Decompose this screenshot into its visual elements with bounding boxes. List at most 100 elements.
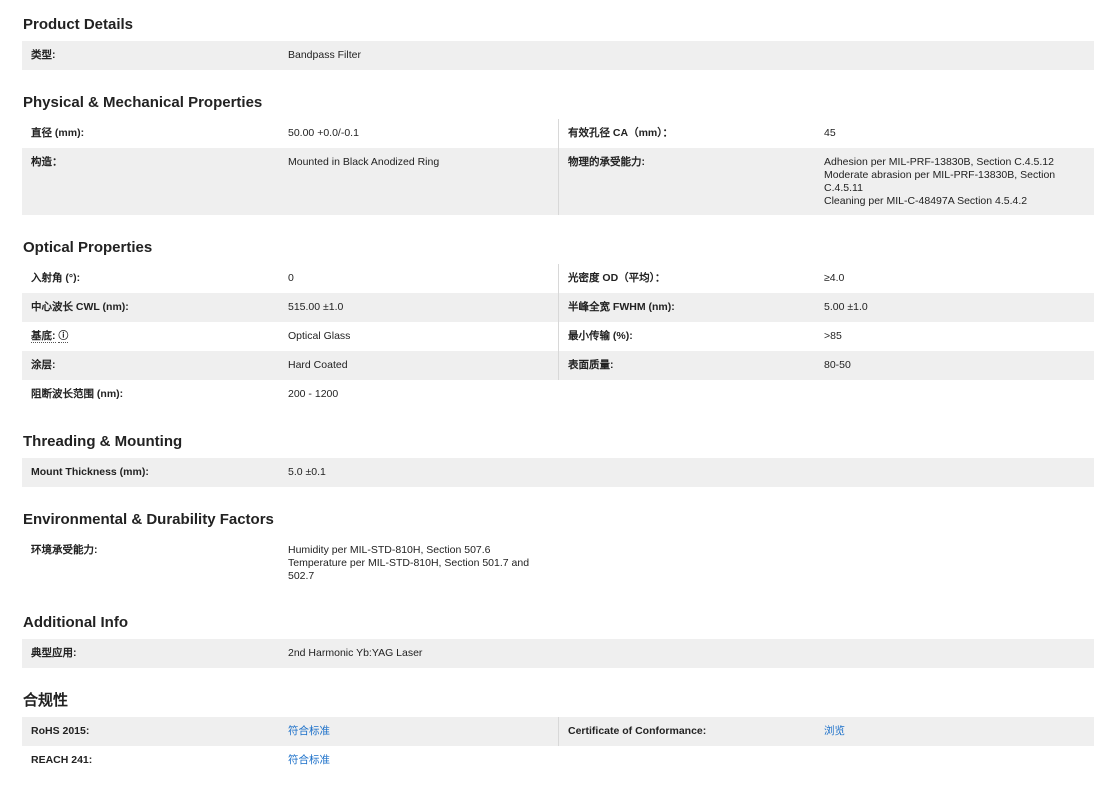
spec-label: 阻断波长范围 (nm): <box>22 388 288 402</box>
spec-label-text: RoHS 2015: <box>31 725 90 737</box>
spec-cell-right: 表面质量: 80-50 <box>558 351 1094 380</box>
spec-value: Hard Coated <box>288 359 550 373</box>
table-row: REACH 241: 符合标准 <box>22 746 1094 775</box>
spec-value: Optical Glass <box>288 330 550 344</box>
spec-label-text: 典型应用: <box>31 647 77 659</box>
spec-cell-left: 阻断波长范围 (nm): 200 - 1200 <box>22 380 558 409</box>
spec-value-line: Temperature per MIL-STD-810H, Section 50… <box>288 557 530 582</box>
spec-label: 有效孔径 CA（mm）： <box>559 127 824 141</box>
section-title: Threading & Mounting <box>23 433 183 450</box>
section-title: Product Details <box>23 16 134 33</box>
spec-value-line: ≥4.0 <box>824 272 845 284</box>
spec-cell-right: 光密度 OD（平均）： ≥4.0 <box>558 264 1094 293</box>
spec-value: 45 <box>824 127 1086 141</box>
spec-label-text: Mount Thickness (mm): <box>31 466 149 478</box>
spec-label-text: 阻断波长范围 (nm): <box>31 388 124 400</box>
spec-label: 光密度 OD（平均）： <box>559 272 824 286</box>
spec-link[interactable]: 浏览 <box>824 725 845 737</box>
spec-value: 浏览 <box>824 725 1086 739</box>
spec-label: 构造： <box>22 156 288 208</box>
spec-label-text: 入射角 (°): <box>31 272 81 284</box>
spec-label-text[interactable]: 基底: <box>31 330 56 343</box>
table-row: 入射角 (°): 0 光密度 OD（平均）： ≥4.0 <box>22 264 1094 293</box>
spec-label-text: 光密度 OD（平均）： <box>568 272 666 284</box>
spec-value: 5.0 ±0.1 <box>288 466 550 480</box>
section-additional-info: Additional Info 典型应用: 2nd Harmonic Yb:YAG … <box>22 612 1094 668</box>
spec-label-text: 环境承受能力: <box>31 544 98 556</box>
spec-value: Bandpass Filter <box>288 49 550 63</box>
spec-table: RoHS 2015: 符合标准 Certificate of Conformance… <box>22 717 1094 775</box>
section-compliance: 合规性 RoHS 2015: 符合标准 Certificate of Conforma… <box>22 690 1094 775</box>
spec-value-line: Bandpass Filter <box>288 49 361 61</box>
spec-label: 物理的承受能力: <box>559 156 824 208</box>
spec-value: 符合标准 <box>288 754 550 768</box>
spec-link[interactable]: 符合标准 <box>288 754 330 766</box>
spec-value-line: 5.00 ±1.0 <box>824 301 868 313</box>
spec-label-text: 中心波长 CWL (nm): <box>31 301 129 313</box>
spec-cell-left: 环境承受能力: Humidity per MIL-STD-810H, Sectio… <box>22 536 558 590</box>
spec-label-text: 类型: <box>31 49 56 61</box>
spec-value: 200 - 1200 <box>288 388 550 402</box>
spec-cell-left: 基底: ⓘ Optical Glass <box>22 322 558 351</box>
spec-cell-left: 涂层: Hard Coated <box>22 351 558 380</box>
spec-label: Certificate of Conformance: <box>559 725 824 739</box>
spec-label: 环境承受能力: <box>22 544 288 583</box>
spec-value-line: 5.0 ±0.1 <box>288 466 326 478</box>
spec-value-line: Cleaning per MIL-C-48497A Section 4.5.4.… <box>824 195 1028 207</box>
spec-value-line: Humidity per MIL-STD-810H, Section 507.6 <box>288 544 491 556</box>
spec-value-line: Hard Coated <box>288 359 348 371</box>
section-title: Physical & Mechanical Properties <box>23 94 263 111</box>
spec-link[interactable]: 符合标准 <box>288 725 330 737</box>
table-row: RoHS 2015: 符合标准 Certificate of Conformance… <box>22 717 1094 746</box>
table-row: 阻断波长范围 (nm): 200 - 1200 <box>22 380 1094 409</box>
spec-table: 类型: Bandpass Filter <box>22 41 1094 70</box>
spec-value-line: Adhesion per MIL-PRF-13830B, Section C.4… <box>824 156 1054 168</box>
spec-cell-left: 直径 (mm): 50.00 +0.0/-0.1 <box>22 119 558 148</box>
spec-cell-left: Mount Thickness (mm): 5.0 ±0.1 <box>22 458 558 487</box>
table-row: 涂层: Hard Coated 表面质量: 80-50 <box>22 351 1094 380</box>
spec-table: Mount Thickness (mm): 5.0 ±0.1 <box>22 458 1094 487</box>
spec-label: 入射角 (°): <box>22 272 288 286</box>
spec-label-text: 最小传输 (%): <box>568 330 633 342</box>
spec-label-text: 表面质量: <box>568 359 614 371</box>
spec-value-line: 2nd Harmonic Yb:YAG Laser <box>288 647 423 659</box>
table-row: 中心波长 CWL (nm): 515.00 ±1.0 半峰全宽 FWHM (nm):… <box>22 293 1094 322</box>
spec-label: 直径 (mm): <box>22 127 288 141</box>
spec-cell-right: 最小传输 (%): >85 <box>558 322 1094 351</box>
section-title: Optical Properties <box>23 239 153 256</box>
spec-label: 典型应用: <box>22 647 288 661</box>
info-icon[interactable]: ⓘ <box>58 331 69 343</box>
table-row: Mount Thickness (mm): 5.0 ±0.1 <box>22 458 1094 487</box>
table-row: 直径 (mm): 50.00 +0.0/-0.1 有效孔径 CA（mm）： 45 <box>22 119 1094 148</box>
section-optical-properties: Optical Properties 入射角 (°): 0 光密度 OD（平均）： ≥4… <box>22 237 1094 409</box>
spec-value: 0 <box>288 272 550 286</box>
spec-label: REACH 241: <box>22 754 288 768</box>
spec-cell-left: 类型: Bandpass Filter <box>22 41 558 70</box>
spec-value: ≥4.0 <box>824 272 1086 286</box>
spec-cell-right: Certificate of Conformance: 浏览 <box>558 717 1094 746</box>
spec-cell-right: 物理的承受能力: Adhesion per MIL-PRF-13830B, Sec… <box>558 148 1094 215</box>
spec-table: 环境承受能力: Humidity per MIL-STD-810H, Sectio… <box>22 536 1094 590</box>
table-row: 基底: ⓘ Optical Glass 最小传输 (%): >85 <box>22 322 1094 351</box>
spec-value: Humidity per MIL-STD-810H, Section 507.6… <box>288 544 550 583</box>
spec-label: Mount Thickness (mm): <box>22 466 288 480</box>
section-threading-mounting: Threading & Mounting Mount Thickness (mm)… <box>22 431 1094 487</box>
spec-value: 515.00 ±1.0 <box>288 301 550 315</box>
spec-value: Mounted in Black Anodized Ring <box>288 156 550 208</box>
spec-label-text: REACH 241: <box>31 754 93 766</box>
spec-cell-left: 构造： Mounted in Black Anodized Ring <box>22 148 558 215</box>
spec-label-text: 直径 (mm): <box>31 127 85 139</box>
section-title: Environmental & Durability Factors <box>23 511 274 528</box>
spec-label-text: 物理的承受能力: <box>568 156 645 168</box>
section-title: Additional Info <box>23 614 128 631</box>
spec-label-text: 涂层: <box>31 359 56 371</box>
spec-label: 涂层: <box>22 359 288 373</box>
spec-value: 80-50 <box>824 359 1086 373</box>
spec-value-line: Mounted in Black Anodized Ring <box>288 156 440 168</box>
spec-value-line: 515.00 ±1.0 <box>288 301 344 313</box>
spec-value: 2nd Harmonic Yb:YAG Laser <box>288 647 550 661</box>
spec-value: >85 <box>824 330 1086 344</box>
spec-value: Adhesion per MIL-PRF-13830B, Section C.4… <box>824 156 1086 208</box>
spec-cell-left: RoHS 2015: 符合标准 <box>22 717 558 746</box>
spec-value-line: Optical Glass <box>288 330 351 342</box>
